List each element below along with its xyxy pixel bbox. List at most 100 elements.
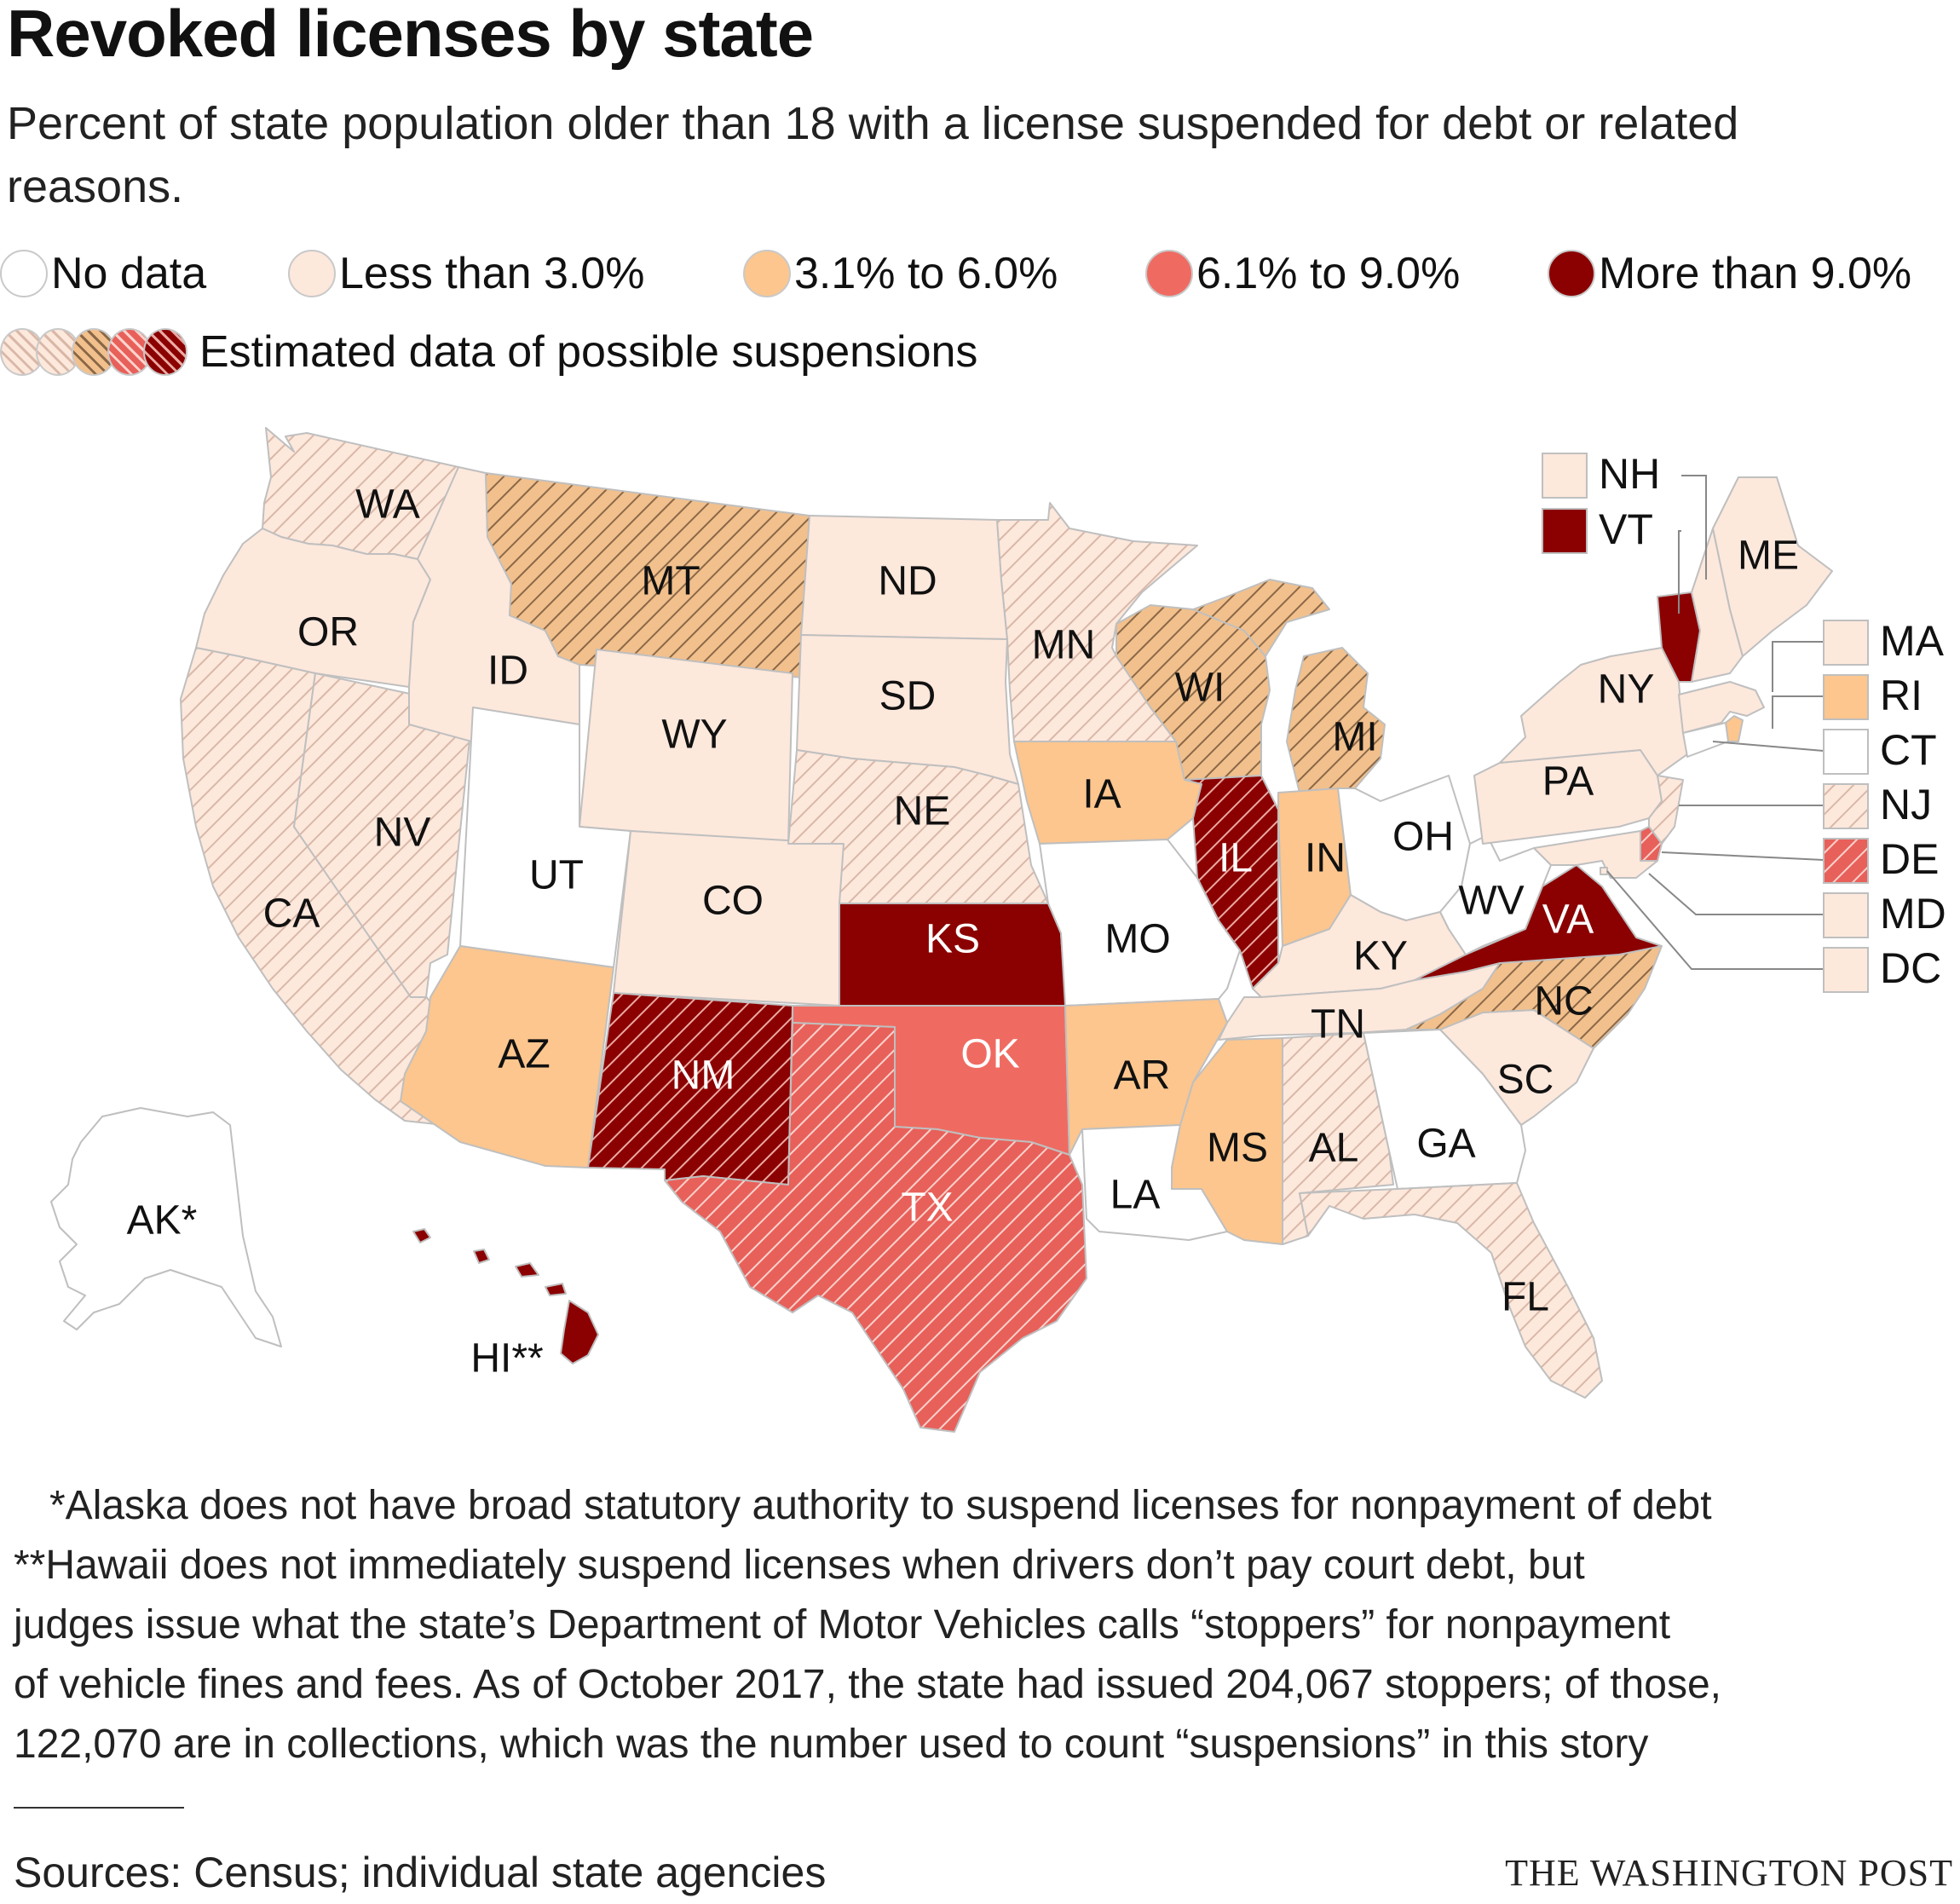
state-hi-part [473,1249,490,1264]
callout-box-ri [1823,674,1869,720]
source-note: Sources: Census; individual state agenci… [14,1849,827,1896]
states-layer [50,427,1833,1433]
legend-item-lt3: Less than 3.0% [288,244,644,303]
state-label-pa: PA [1542,759,1594,805]
state-label-wi: WI [1175,666,1225,711]
state-label-mn: MN [1032,623,1096,668]
state-label-sc: SC [1497,1058,1554,1103]
footnote-hawaii-1: **Hawaii does not immediately suspend li… [14,1543,1585,1588]
state-label-tx: TX [901,1186,953,1231]
legend-swatch-est-gt9 [143,328,187,376]
state-label-nm: NM [672,1053,735,1099]
legend: No data Less than 3.0% 3.1% to 6.0% 6.1%… [0,244,1960,303]
state-label-oh: OH [1392,815,1454,860]
legend-estimated-swatches [0,328,187,376]
state-label-me: ME [1738,534,1799,579]
leader-lines [1606,475,1825,970]
callout-box-ma [1823,620,1869,666]
state-label-mi: MI [1332,715,1377,760]
state-fl [1299,1182,1603,1399]
leader-ma [1772,641,1824,692]
state-label-wa: WA [355,482,420,528]
state-mn [996,502,1198,742]
state-ne [787,749,1049,904]
state-label-mt: MT [641,559,700,604]
state-ma [1678,681,1765,734]
state-label-hi: HI** [470,1336,543,1382]
state-label-az: AZ [498,1032,550,1077]
callout-box-dc [1823,947,1869,993]
state-label-fl: FL [1502,1275,1549,1320]
state-label-or: OR [297,610,359,655]
state-labels: WA OR CA NV ID MT WY UT AZ CO NM ND SD NE KS OK TX MN IA MO… [127,450,1946,1381]
publisher-credit: THE WASHINGTON POST [1505,1852,1953,1894]
state-label-wy: WY [661,713,727,758]
callout-label-nj: NJ [1880,781,1932,828]
state-label-ak: AK* [127,1198,198,1243]
legend-item-3to6: 3.1% to 6.0% [743,244,1058,303]
state-az [400,945,614,1168]
us-map: WA OR CA NV ID MT WY UT AZ CO NM ND SD NE KS OK TX MN IA MO… [50,427,1946,1433]
state-label-ga: GA [1416,1122,1475,1167]
legend-swatch-no-data [0,250,48,297]
leader-vt [1678,530,1681,614]
legend-estimated: Estimated data of possible suspensions [0,322,977,382]
state-label-ne: NE [894,789,951,834]
legend-label: No data [51,249,207,298]
legend-swatch-3to6 [743,250,791,297]
state-label-ar: AR [1114,1053,1171,1099]
legend-label: 6.1% to 9.0% [1196,249,1461,298]
state-label-id: ID [487,649,528,694]
callout-label-ri: RI [1880,672,1923,719]
legend-estimated-label: Estimated data of possible suspensions [199,327,978,377]
leader-de [1661,851,1825,861]
legend-swatch-lt3 [288,250,336,297]
footnote-hawaii-3: of vehicle fines and fees. As of October… [14,1662,1721,1707]
state-me [1712,476,1833,657]
leader-nh [1681,475,1707,580]
callout-box-nj [1823,783,1869,829]
state-label-ok: OK [960,1032,1019,1077]
legend-item-no-data: No data [0,244,206,303]
callout-box-md [1823,892,1869,938]
callout-box-de [1823,838,1869,884]
state-label-co: CO [702,879,764,924]
state-label-ms: MS [1207,1126,1268,1171]
callout-box-ct [1823,729,1869,775]
legend-swatch-gt9 [1548,250,1595,297]
callout-label-dc: DC [1880,944,1941,992]
state-ak [50,1107,282,1347]
state-hi-part [515,1262,539,1278]
state-md [1533,830,1658,879]
state-label-al: AL [1309,1126,1359,1171]
state-label-ny: NY [1598,667,1655,713]
state-label-ca: CA [263,891,320,937]
legend-label: Less than 3.0% [339,249,645,298]
state-nv [293,672,474,998]
state-ct [1682,722,1729,758]
state-label-ut: UT [529,853,584,898]
state-label-nc: NC [1534,979,1593,1024]
state-mi [1286,647,1386,793]
footnote-hawaii-2: judges issue what the state’s Department… [14,1602,1671,1647]
legend-swatch-6to9 [1145,250,1193,297]
chart-title: Revoked licenses by state [7,0,814,71]
state-hi-part [560,1300,599,1365]
state-label-il: IL [1219,836,1253,881]
state-label-nd: ND [878,559,937,604]
state-label-nv: NV [374,811,431,856]
state-label-mo: MO [1104,917,1170,962]
callout-label-de: DE [1880,835,1939,883]
callout-box-nh [1542,453,1588,499]
state-label-ks: KS [925,917,980,962]
footnote-hawaii-4: 122,070 are in collections, which was th… [14,1722,1649,1767]
state-tx [664,1022,1087,1433]
state-ms [1171,1037,1283,1245]
state-dc [1600,867,1608,875]
callout-label-ma: MA [1880,617,1945,665]
state-label-ia: IA [1082,772,1121,817]
chart-subtitle: Percent of state population older than 1… [7,98,1739,212]
state-label-in: IN [1305,836,1346,881]
callout-label-vt: VT [1599,505,1653,553]
state-label-ky: KY [1353,934,1408,979]
